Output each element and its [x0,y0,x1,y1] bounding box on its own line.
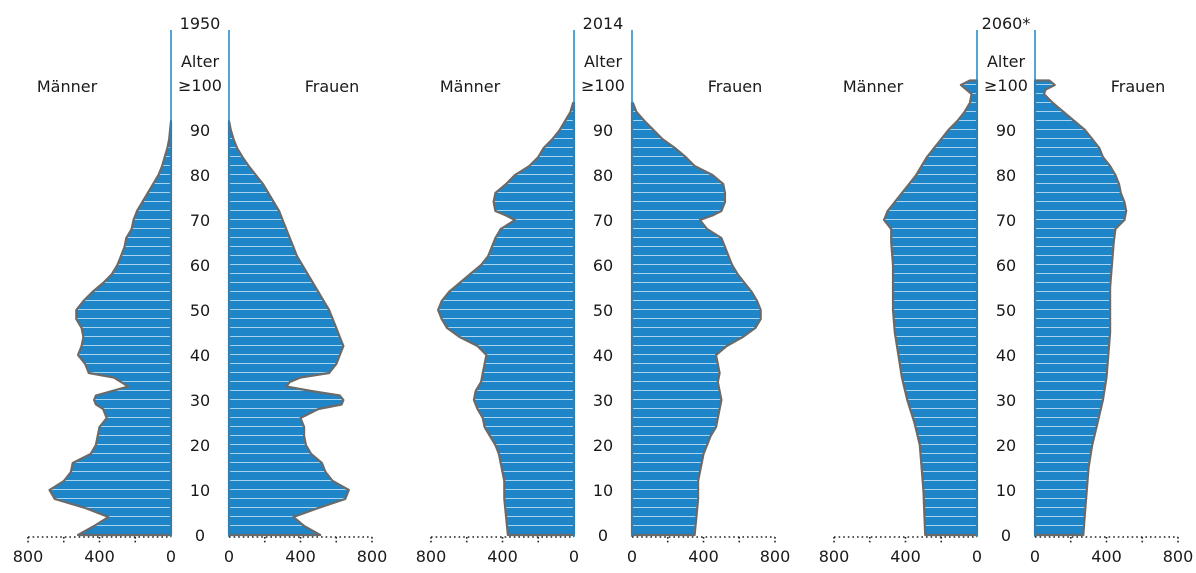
female-x-tick-label: 0 [1030,547,1040,566]
age-axis-title: Alter [181,52,220,71]
age-tick-label: 60 [996,256,1016,275]
female-x-tick-label: 0 [627,547,637,566]
male-population-area-2060 [882,79,979,537]
year-label: 2014 [583,14,624,33]
age-tick-label: 50 [996,301,1016,320]
age-tick-label: 40 [190,346,210,365]
age-tick-label: 80 [996,166,1016,185]
age-tick-label: 30 [593,391,613,410]
male-population-area-2014 [437,101,576,537]
age-tick-label: 90 [593,121,613,140]
female-x-tick-label: 400 [1091,547,1122,566]
age-tick-label: 20 [996,436,1016,455]
male-x-tick-label: 0 [972,547,982,566]
female-x-tick-label: 800 [1163,547,1194,566]
female-label: Frauen [1111,77,1166,96]
female-x-tick-label: 400 [688,547,719,566]
male-x-tick-label: 800 [13,547,44,566]
age-tick-label: 30 [996,391,1016,410]
age-top-label: ≥100 [581,76,625,95]
age-tick-label: 0 [598,526,608,545]
male-x-tick-label: 400 [890,547,921,566]
age-tick-label: 60 [190,256,210,275]
age-tick-label: 0 [195,526,205,545]
age-tick-label: 90 [190,121,210,140]
age-tick-label: 70 [190,211,210,230]
male-label: Männer [843,77,904,96]
age-tick-label: 20 [593,436,613,455]
male-label: Männer [37,77,98,96]
male-x-tick-label: 400 [84,547,115,566]
male-population-area-1950 [48,119,173,537]
female-population-area-2014 [630,101,762,537]
female-x-tick-label: 800 [357,547,388,566]
age-tick-label: 50 [190,301,210,320]
male-x-tick-label: 0 [166,547,176,566]
age-tick-label: 0 [1001,526,1011,545]
age-tick-label: 80 [190,166,210,185]
female-x-tick-label: 0 [224,547,234,566]
male-x-tick-label: 0 [569,547,579,566]
female-x-tick-label: 800 [760,547,791,566]
age-tick-label: 30 [190,391,210,410]
female-x-tick-label: 400 [285,547,316,566]
male-x-tick-label: 400 [487,547,518,566]
age-tick-label: 40 [996,346,1016,365]
age-axis-title: Alter [987,52,1026,71]
female-population-area-1950 [227,119,350,537]
age-top-label: ≥100 [984,76,1028,95]
year-label: 2060* [982,14,1031,33]
age-tick-label: 90 [996,121,1016,140]
male-x-tick-label: 800 [819,547,850,566]
age-tick-label: 40 [593,346,613,365]
female-label: Frauen [305,77,360,96]
age-tick-label: 10 [190,481,210,500]
age-tick-label: 80 [593,166,613,185]
male-x-tick-label: 800 [416,547,447,566]
age-tick-label: 10 [593,481,613,500]
age-top-label: ≥100 [178,76,222,95]
age-tick-label: 50 [593,301,613,320]
age-tick-label: 60 [593,256,613,275]
age-axis-title: Alter [584,52,623,71]
age-tick-label: 70 [996,211,1016,230]
age-tick-label: 20 [190,436,210,455]
male-label: Männer [440,77,501,96]
female-label: Frauen [708,77,763,96]
female-population-area-2060 [1033,79,1128,537]
year-label: 1950 [180,14,221,33]
age-tick-label: 70 [593,211,613,230]
age-tick-label: 10 [996,481,1016,500]
